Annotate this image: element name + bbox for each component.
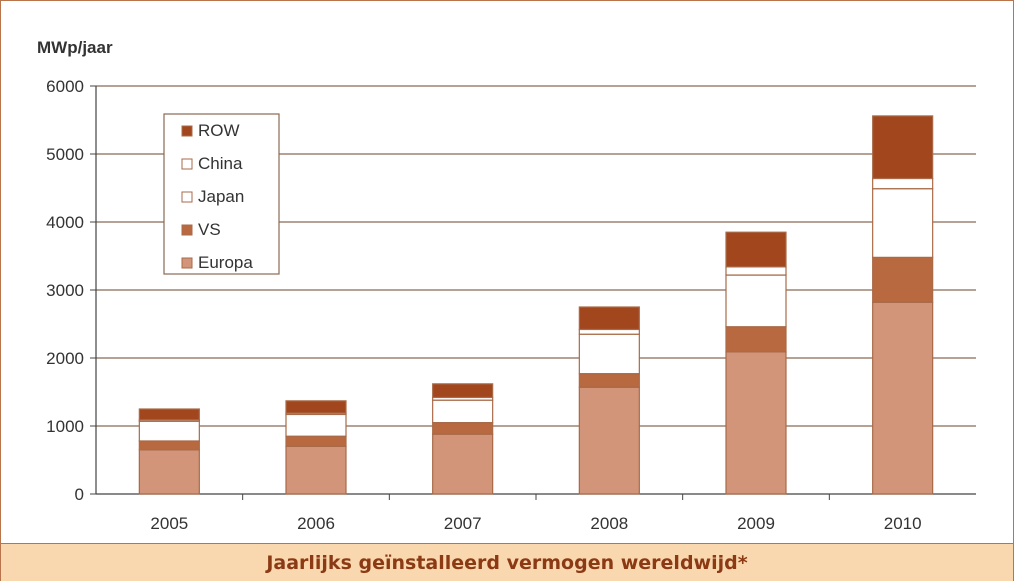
- y-tick-label: 6000: [46, 77, 84, 96]
- legend-swatch-row: [181, 125, 193, 137]
- bar-segment-vs: [725, 326, 787, 353]
- bar-segment-japan: [872, 188, 934, 258]
- bar-segment-vs: [432, 422, 494, 435]
- bar-segment-row: [578, 306, 640, 331]
- legend-swatch-china: [181, 158, 193, 170]
- chart-caption: Jaarlijks geïnstalleerd vermogen wereldw…: [1, 543, 1013, 581]
- bar-segment-europa: [725, 351, 787, 495]
- y-tick-label: 2000: [46, 349, 84, 368]
- bar-segment-row: [138, 408, 200, 421]
- bar-segment-vs: [138, 440, 200, 451]
- x-tick-label: 2005: [150, 514, 188, 533]
- bar-segment-vs: [578, 373, 640, 388]
- legend-label-row: ROW: [198, 121, 240, 140]
- bar-segment-row: [872, 115, 934, 180]
- bar-segment-china: [578, 328, 640, 335]
- bar-segment-japan: [725, 274, 787, 328]
- bar-segment-china: [725, 266, 787, 276]
- bar-segment-japan: [432, 399, 494, 424]
- x-tick-label: 2009: [737, 514, 775, 533]
- x-tick-label: 2010: [884, 514, 922, 533]
- bar-segment-europa: [285, 445, 347, 495]
- legend-swatch-vs: [181, 224, 193, 236]
- bars: [138, 115, 934, 495]
- legend-label-japan: Japan: [198, 187, 244, 206]
- legend-label-china: China: [198, 154, 243, 173]
- bar-segment-japan: [138, 420, 200, 442]
- bar-segment-japan: [578, 333, 640, 375]
- x-tick-label: 2006: [297, 514, 335, 533]
- legend-label-europa: Europa: [198, 253, 253, 272]
- x-axis-ticks: 2005 2006 2007 2008 2009 2010: [150, 494, 922, 533]
- bar-segment-europa: [432, 433, 494, 495]
- bar-segment-row: [432, 383, 494, 399]
- bar-segment-china: [872, 177, 934, 190]
- bar-segment-vs: [285, 435, 347, 448]
- y-tick-label: 5000: [46, 145, 84, 164]
- y-tick-label: 1000: [46, 417, 84, 436]
- legend-swatch-europa: [181, 257, 193, 269]
- bar-segment-japan: [285, 413, 347, 437]
- legend-swatch-japan: [181, 191, 193, 203]
- bar-segment-europa: [578, 386, 640, 495]
- legend: ROW China Japan VS Europa: [163, 113, 280, 275]
- bar-segment-row: [285, 400, 347, 414]
- y-tick-label: 4000: [46, 213, 84, 232]
- bar-segment-row: [725, 231, 787, 268]
- x-tick-label: 2007: [444, 514, 482, 533]
- y-axis-label: MWp/jaar: [37, 38, 113, 57]
- x-tick-label: 2008: [590, 514, 628, 533]
- bar-segment-vs: [872, 256, 934, 303]
- legend-label-vs: VS: [198, 220, 221, 239]
- bar-segment-europa: [872, 301, 934, 495]
- y-tick-label: 3000: [46, 281, 84, 300]
- y-tick-label: 0: [75, 485, 84, 504]
- bar-segment-europa: [138, 449, 200, 495]
